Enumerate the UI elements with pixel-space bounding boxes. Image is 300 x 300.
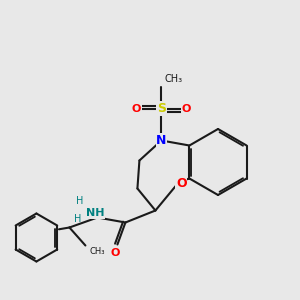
Text: O: O [132, 103, 141, 113]
Text: H: H [74, 214, 81, 224]
Text: N: N [156, 134, 167, 147]
Text: S: S [157, 102, 166, 115]
Text: H: H [76, 196, 83, 206]
Text: O: O [176, 177, 187, 190]
Text: CH₃: CH₃ [89, 247, 105, 256]
Text: O: O [111, 248, 120, 257]
Text: NH: NH [86, 208, 105, 218]
Text: CH₃: CH₃ [164, 74, 182, 83]
Text: O: O [182, 103, 191, 113]
